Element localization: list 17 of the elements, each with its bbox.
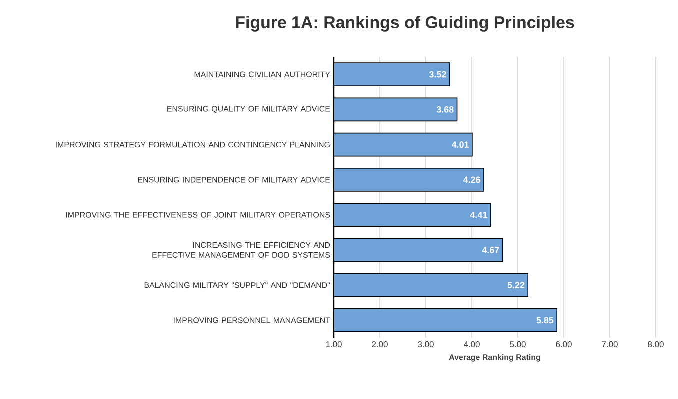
data-label: 4.41 [470,212,488,218]
chart-title: Figure 1A: Rankings of Guiding Principles [236,16,574,32]
x-tick-label: 3.00 [418,342,434,348]
data-label: 5.85 [536,317,554,324]
x-tick-label: 1.00 [326,342,342,348]
x-tick-label: 4.00 [464,342,480,348]
x-tick-label: 6.00 [556,342,572,348]
x-tick-label: 7.00 [602,342,618,348]
data-label: 4.67 [482,247,500,254]
x-tick-label: 2.00 [372,342,388,348]
data-label: 3.52 [429,71,446,78]
x-tick-label: 8.00 [648,342,664,348]
x-tick-label: 5.00 [510,342,526,348]
data-label: 4.01 [452,142,470,148]
data-label: 3.68 [436,106,454,113]
data-label: 4.26 [463,176,480,184]
data-label: 5.22 [508,282,525,288]
